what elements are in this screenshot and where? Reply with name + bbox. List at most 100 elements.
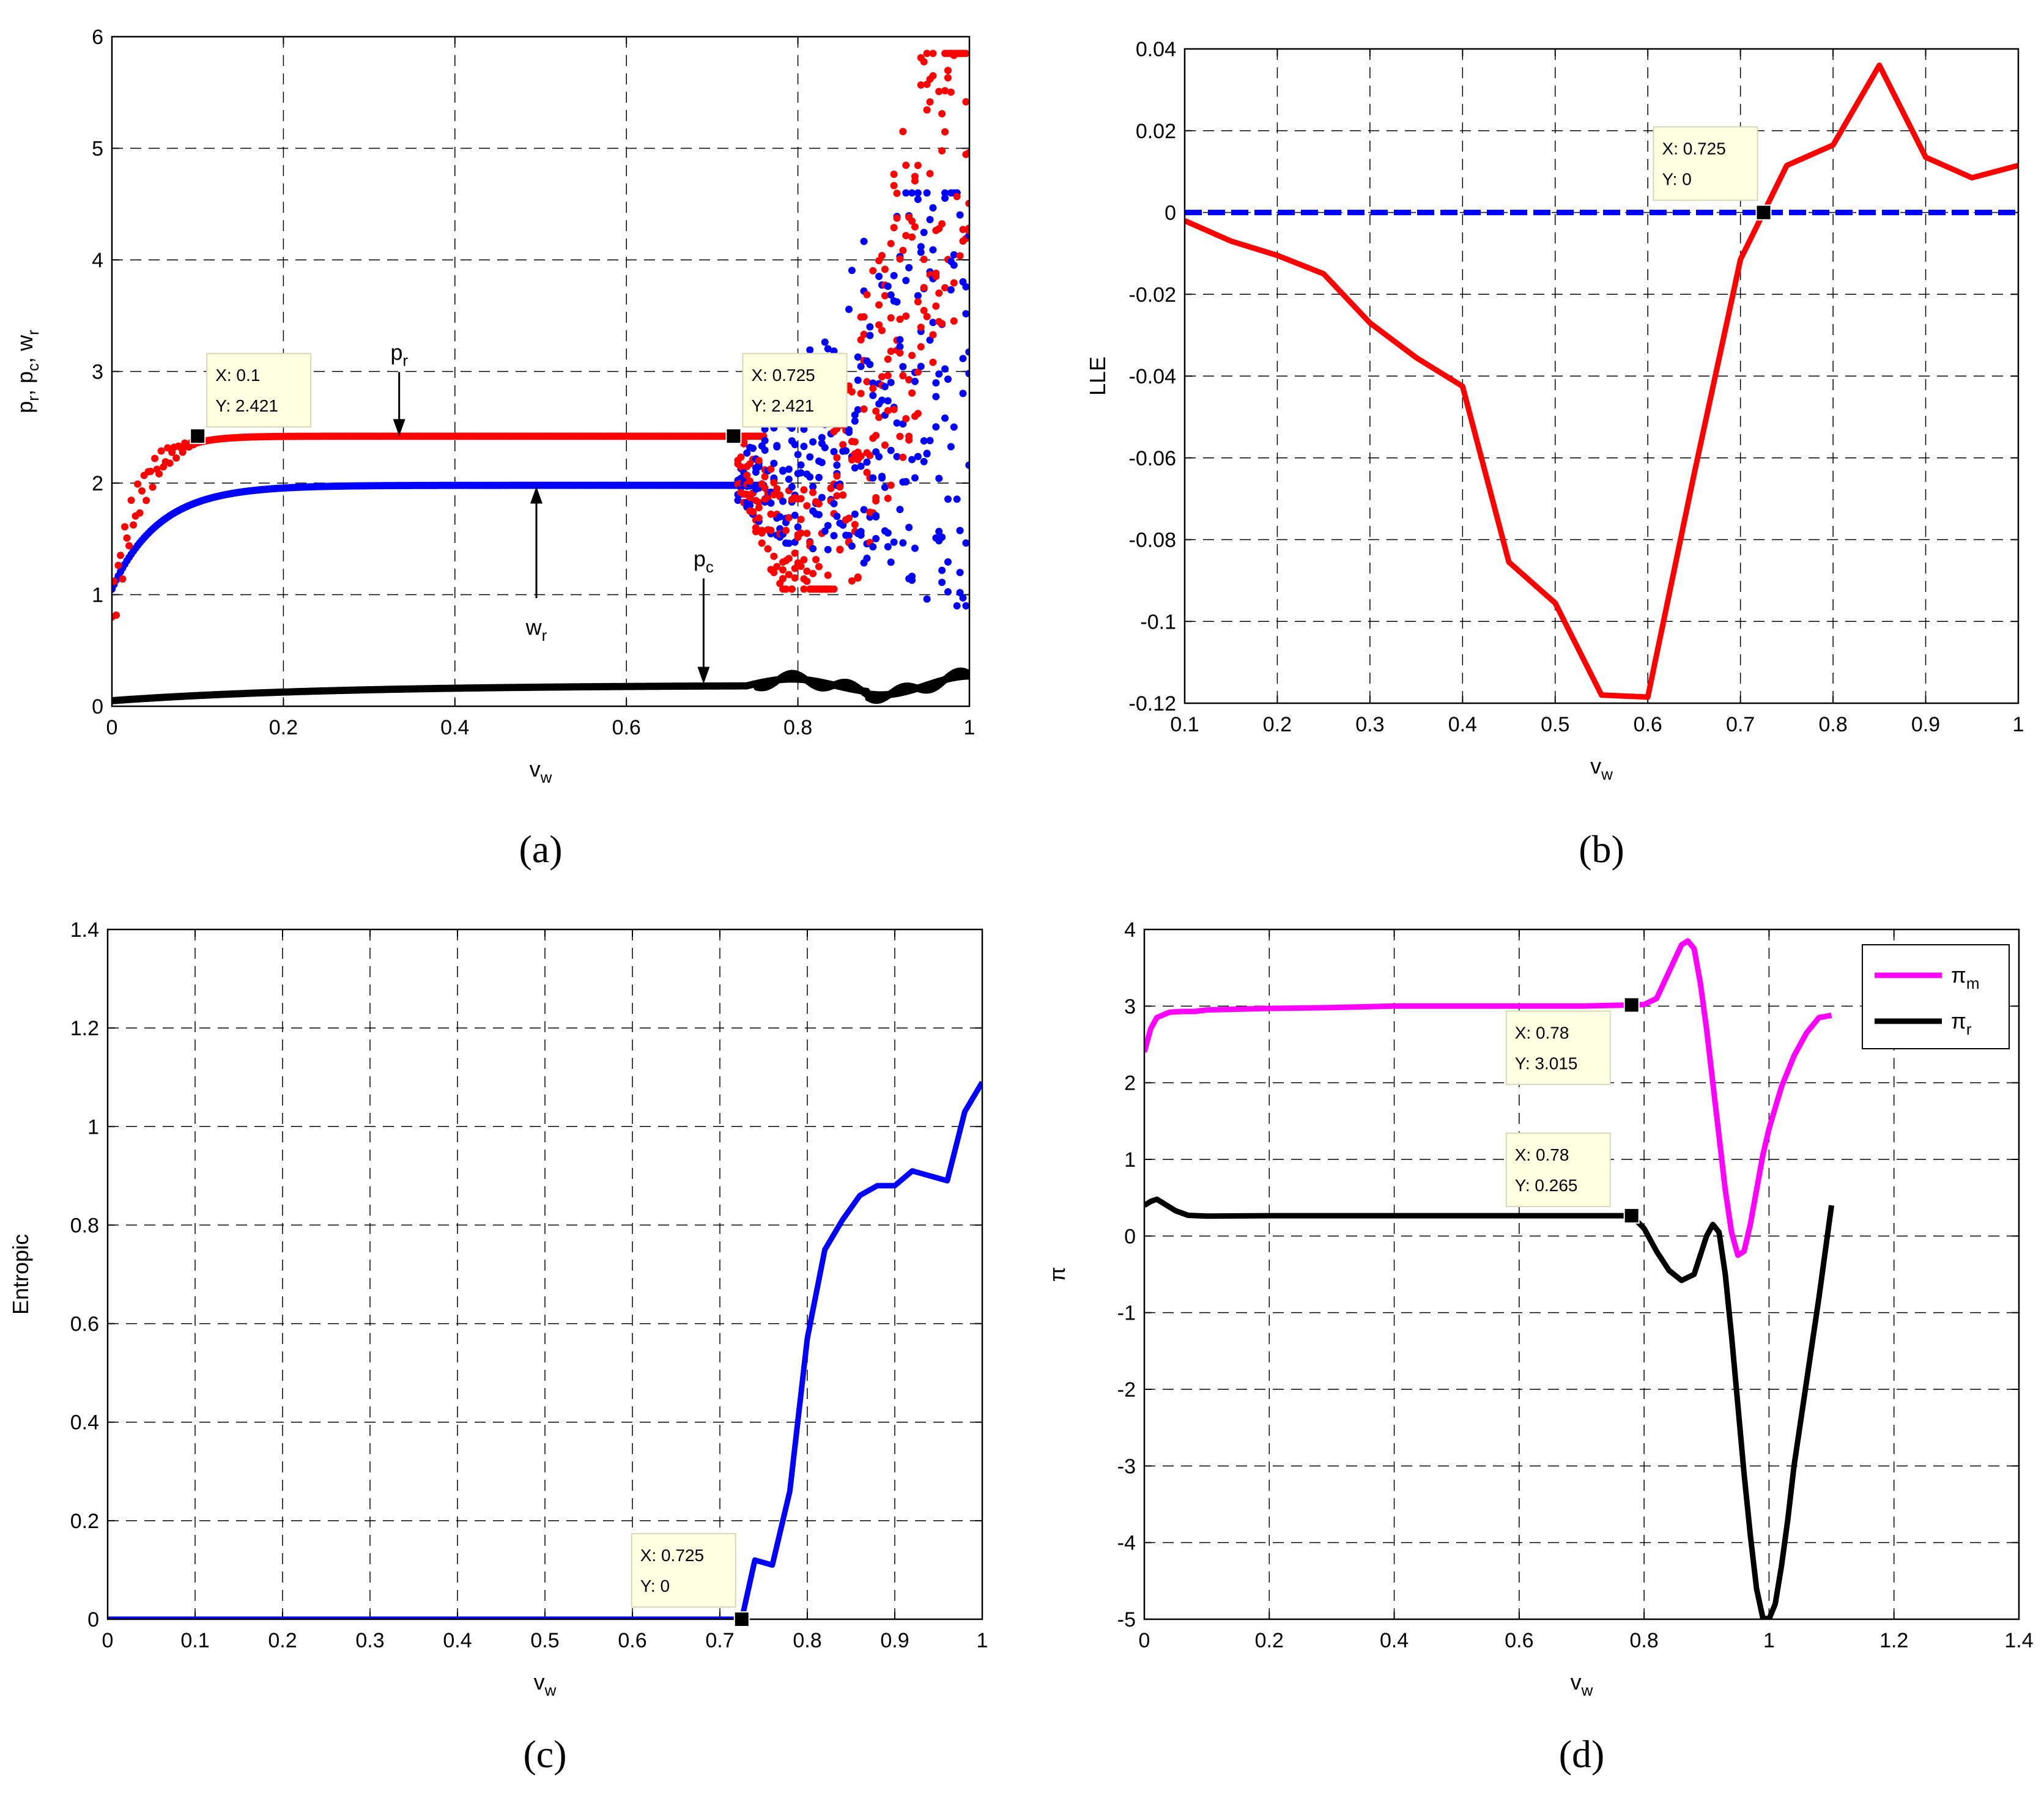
data-point (782, 585, 790, 593)
data-point (896, 506, 904, 514)
datatip-y: Y: 2.421 (751, 396, 814, 415)
data-point (791, 511, 799, 519)
legend-entry: πm (1951, 962, 1980, 992)
data-point (890, 272, 898, 279)
data-point (896, 349, 904, 357)
data-point (779, 575, 787, 583)
panel-label: (a) (519, 827, 562, 871)
x-tick-label: 0.3 (1355, 713, 1384, 736)
datatip-x: X: 0.725 (751, 366, 815, 385)
data-point (785, 571, 793, 578)
data-point (890, 182, 898, 190)
data-point (938, 147, 946, 155)
x-tick-label: 0.8 (1630, 1629, 1659, 1652)
x-axis-label: vw (530, 756, 552, 786)
data-point (839, 491, 847, 499)
data-point (941, 87, 949, 95)
x-tick-label: 0.9 (1911, 713, 1940, 736)
x-tick-label: 0.4 (440, 716, 469, 739)
data-point (884, 543, 892, 551)
data-point (815, 563, 823, 571)
data-point (872, 497, 880, 505)
x-tick-label: 0.4 (1448, 713, 1477, 736)
data-point (917, 81, 925, 89)
data-point (824, 545, 832, 553)
data-point (905, 264, 913, 272)
data-point (962, 98, 969, 106)
data-point (809, 438, 817, 446)
data-point (884, 495, 892, 503)
data-point (896, 336, 904, 344)
data-point (887, 347, 895, 355)
data-point (932, 423, 940, 431)
panel-d: 0 0.2 0.4 0.6 0.8 1 1.2 1.4 -5 -4 -3 -2 -1 0 1 2 3 4 vw π (d… (1045, 918, 2034, 1776)
panel-label: (d) (1559, 1732, 1605, 1776)
data-point (749, 445, 757, 453)
data-point (157, 447, 165, 455)
data-point (881, 441, 889, 449)
datatip-x: X: 0.725 (640, 1546, 704, 1565)
data-point (917, 323, 925, 331)
data-point (806, 346, 814, 354)
data-point (860, 330, 868, 338)
data-point (878, 396, 886, 404)
data-point (797, 461, 805, 469)
data-point (166, 459, 174, 467)
y-tick-label: 1 (92, 584, 103, 607)
data-point (956, 569, 964, 577)
data-point (899, 372, 907, 380)
data-point (806, 453, 814, 461)
data-point (950, 317, 958, 325)
data-point (761, 446, 769, 454)
data-point (935, 528, 943, 536)
y-axis-label: LLE (1085, 356, 1110, 396)
data-point (893, 419, 901, 427)
x-tick-label: 0.6 (1634, 713, 1662, 736)
panel-label: (c) (523, 1732, 566, 1776)
data-point (962, 50, 969, 57)
data-point (869, 543, 877, 551)
data-point (947, 443, 955, 451)
data-point (908, 233, 916, 241)
data-point (902, 312, 910, 320)
data-point (926, 98, 934, 106)
data-point (848, 542, 856, 550)
data-point (935, 87, 943, 95)
data-point (809, 483, 817, 491)
data-point (857, 336, 865, 344)
plot-area (1185, 62, 2018, 700)
data-point (818, 459, 826, 467)
data-point (776, 525, 784, 533)
data-point (767, 499, 775, 507)
datatip-box (1505, 1132, 1611, 1208)
data-point (935, 475, 943, 482)
x-axis-label: vw (1571, 1669, 1593, 1699)
data-point (770, 569, 778, 577)
data-point (857, 390, 865, 397)
data-point (767, 510, 775, 518)
data-point (965, 199, 969, 207)
data-point (887, 558, 895, 566)
series-line-r (1144, 1196, 1835, 1619)
data-point (779, 467, 787, 475)
data-point (155, 470, 163, 478)
data-point (917, 343, 925, 351)
data-point (761, 473, 769, 481)
data-point (803, 567, 811, 575)
y-tick-label: 0 (1165, 202, 1176, 225)
data-point (881, 292, 889, 300)
data-point (929, 358, 937, 366)
x-tick-label: 0.2 (269, 716, 298, 739)
data-point (890, 405, 898, 413)
axes-frame (1143, 928, 2020, 1620)
data-point (860, 313, 868, 321)
data-point (920, 284, 928, 292)
datatip-marker (733, 1611, 750, 1627)
data-point (914, 292, 922, 300)
y-tick-label: 0.6 (70, 1313, 99, 1336)
data-point (824, 522, 832, 530)
y-tick-label: 4 (92, 249, 103, 272)
data-point (785, 465, 793, 473)
data-point (935, 289, 943, 297)
y-tick-label: 0.04 (1136, 38, 1176, 61)
